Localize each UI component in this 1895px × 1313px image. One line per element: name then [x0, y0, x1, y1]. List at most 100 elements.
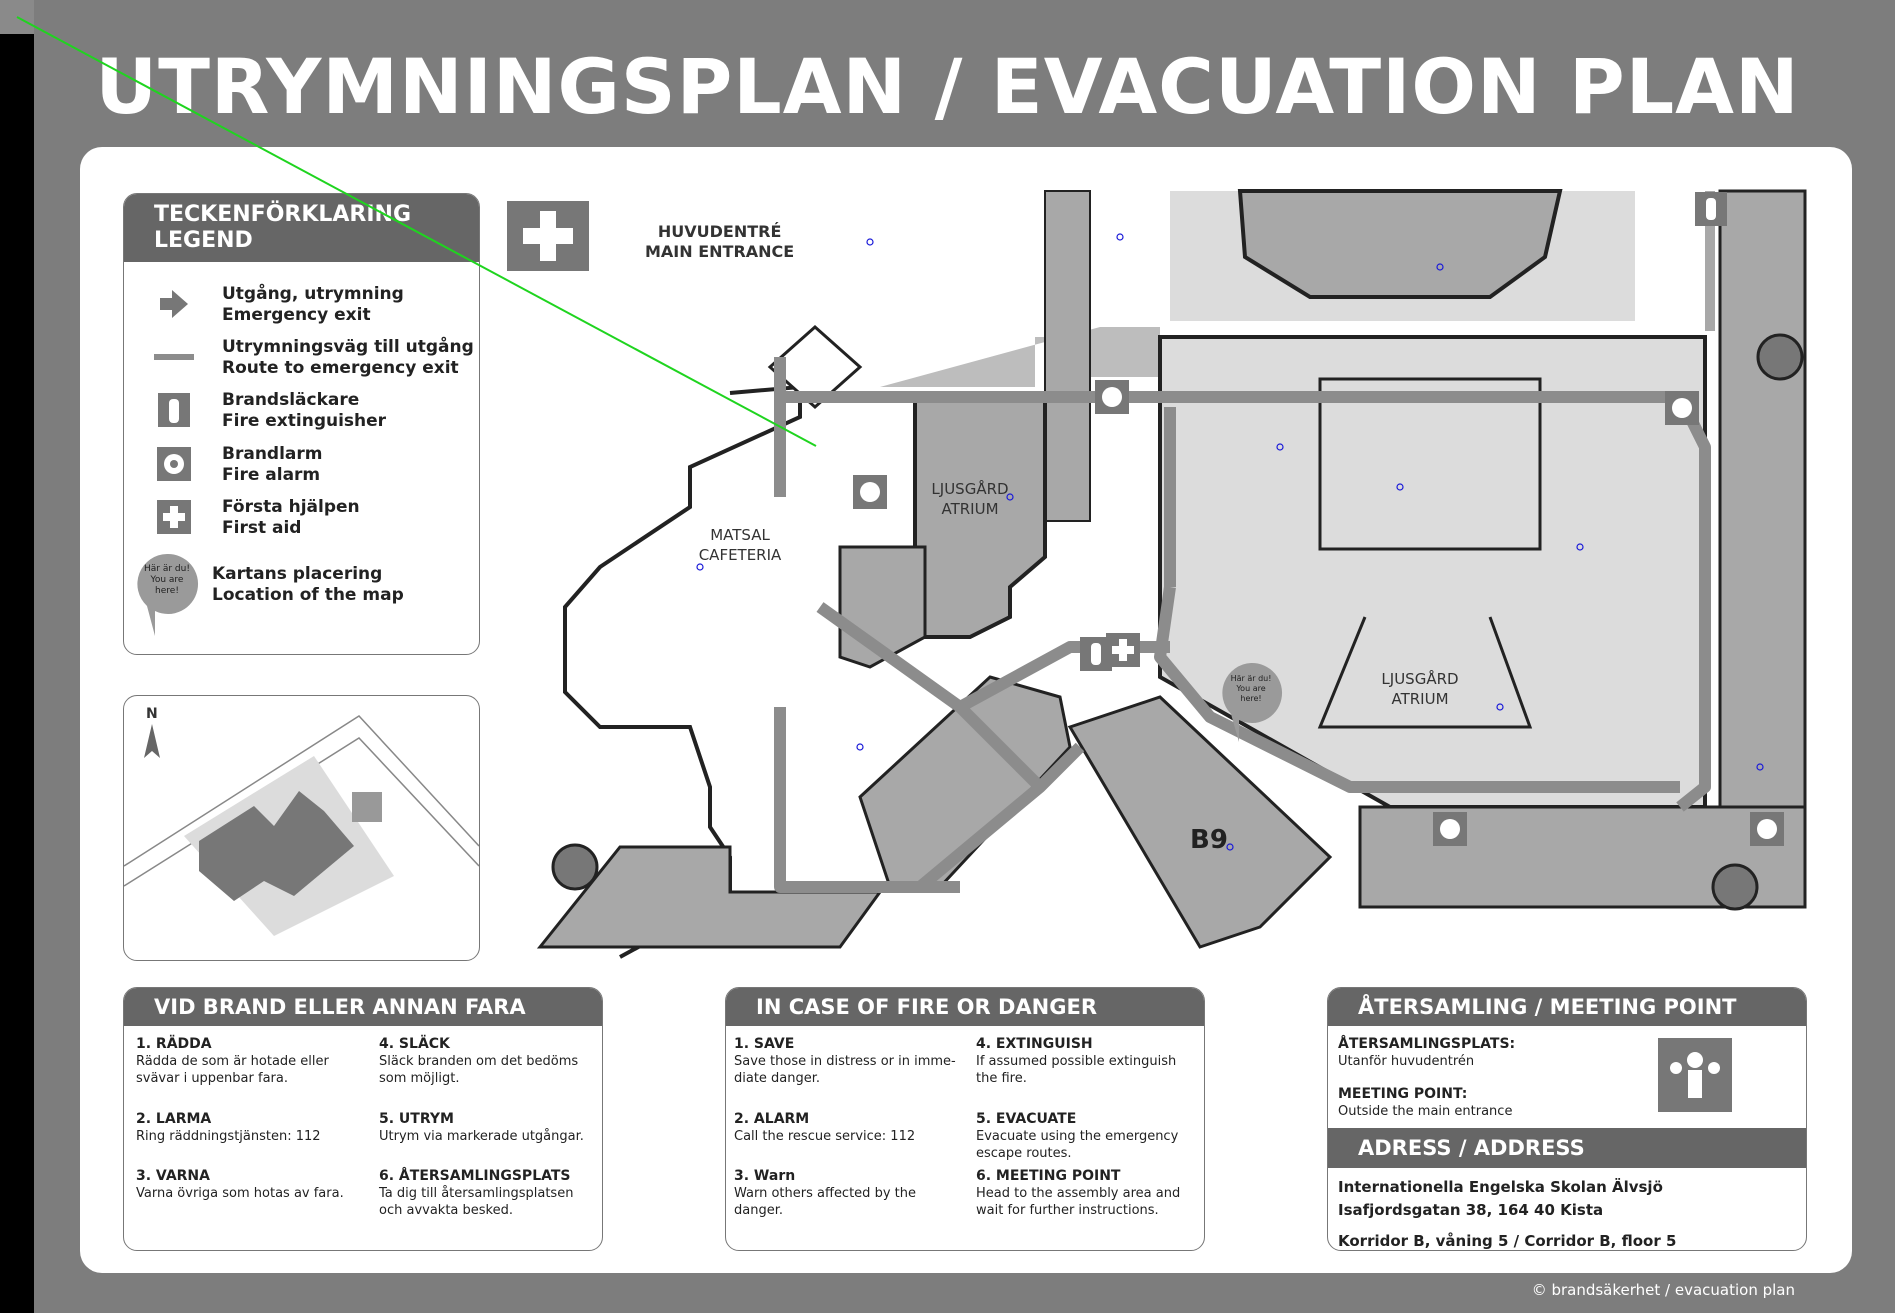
sv-step-6-text: Ta dig till återsamlingsplatsen och avva…: [379, 1186, 574, 1218]
left-black-bar: [0, 0, 34, 1313]
en-step-1-title: 1. SAVE: [734, 1036, 795, 1052]
room-atrium-main-en: ATRIUM: [1391, 690, 1449, 708]
legend-row-firstaid: Första hjälpen First aid: [154, 497, 360, 539]
meet-en-text: Outside the main entrance: [1338, 1104, 1513, 1119]
room-cafeteria: MATSAL CAFETERIA: [690, 525, 790, 565]
north-arrow-icon: [144, 724, 160, 758]
en-step-6: 6. MEETING POINT Head to the assembly are…: [976, 1168, 1196, 1219]
room-cafeteria-sv: MATSAL: [710, 526, 770, 544]
plan-exit-icon: [1711, 863, 1759, 911]
legend-alarm-en: Fire alarm: [222, 465, 321, 485]
en-step-5-text: Evacuate using the emergency escape rout…: [976, 1129, 1179, 1161]
sv-step-1-text: Rädda de som är hotade eller svävar i up…: [136, 1054, 329, 1086]
minimap-panel: N: [123, 695, 480, 961]
en-step-4-title: 4. EXTINGUISH: [976, 1036, 1093, 1052]
address-line-2: Isafjordsgatan 38, 164 40 Kista: [1338, 1201, 1604, 1219]
address-block: Internationella Engelska Skolan Älvsjö I…: [1338, 1176, 1677, 1250]
legend-firstaid-sv: Första hjälpen: [222, 497, 360, 517]
sv-step-2-title: 2. LARMA: [136, 1111, 212, 1127]
sv-step-3: 3. VARNA Varna övriga som hotas av fara.: [136, 1168, 366, 1202]
en-step-2-title: 2. ALARM: [734, 1111, 810, 1127]
footer-credit: © brandsäkerhet / evacuation plan: [1531, 1281, 1795, 1299]
panel-meeting-point: ÅTERSAMLING / MEETING POINT ÅTERSAMLINGS…: [1327, 987, 1807, 1251]
sv-step-3-text: Varna övriga som hotas av fara.: [136, 1186, 344, 1201]
sv-step-6-title: 6. ÅTERSAMLINGSPLATS: [379, 1168, 571, 1184]
plan-alarm-icon: [1665, 391, 1699, 425]
corner-marker: [0, 0, 34, 34]
fire-alarm-icon: [154, 444, 194, 484]
panel-meet-heading: ÅTERSAMLING / MEETING POINT: [1328, 988, 1806, 1026]
first-aid-icon: [154, 497, 194, 537]
legend-alarm-sv: Brandlarm: [222, 444, 323, 464]
you-are-here-icon: Här är du! You are here!: [134, 552, 199, 636]
sv-step-1: 1. RÄDDA Rädda de som är hotade eller svä…: [136, 1036, 366, 1087]
panel-sv-heading: VID BRAND ELLER ANNAN FARA: [124, 988, 602, 1026]
legend-row-alarm: Brandlarm Fire alarm: [154, 444, 322, 486]
plan-first-aid-icon: [1106, 633, 1140, 667]
sv-step-2: 2. LARMA Ring räddningstjänsten: 112: [136, 1111, 366, 1145]
address-heading: ADRESS / ADDRESS: [1328, 1128, 1806, 1168]
site-minimap: N: [124, 706, 479, 936]
en-step-3-title: 3. Warn: [734, 1168, 796, 1184]
room-atrium-left: LJUSGÅRD ATRIUM: [920, 479, 1020, 519]
en-step-5: 5. EVACUATE Evacuate using the emergency …: [976, 1111, 1196, 1162]
sv-step-4-text: Släck branden om det bedöms som möjligt.: [379, 1054, 579, 1086]
en-step-5-title: 5. EVACUATE: [976, 1111, 1077, 1127]
legend-bubble-text: Här är du! You are here!: [144, 564, 190, 596]
wing-label: B9: [1190, 825, 1228, 855]
sv-step-4-title: 4. SLÄCK: [379, 1036, 450, 1052]
room-cafeteria-en: CAFETERIA: [698, 546, 782, 564]
panel-en-heading: IN CASE OF FIRE OR DANGER: [726, 988, 1204, 1026]
main-entrance-sv: HUVUDENTRÉ: [657, 222, 782, 241]
main-entrance-en: MAIN ENTRANCE: [645, 242, 795, 261]
plan-exit-icon: [551, 843, 599, 891]
plan-you-are-here-text: Här är du! You are here!: [1230, 674, 1272, 703]
plan-alarm-icon: [1095, 380, 1129, 414]
en-step-4: 4. EXTINGUISH If assumed possible extingu…: [976, 1036, 1196, 1087]
sv-step-4: 4. SLÄCK Släck branden om det bedöms som …: [379, 1036, 594, 1087]
address-line-3: Korridor B, våning 5 / Corridor B, floor…: [1338, 1232, 1677, 1250]
plan-first-aid-icon: [507, 201, 589, 271]
en-step-4-text: If assumed possible extinguish the fire.: [976, 1054, 1177, 1086]
en-step-1: 1. SAVE Save those in distress or in imme…: [734, 1036, 964, 1087]
plan-exit-icon: [1756, 333, 1804, 381]
plan-alarm-icon: [1750, 812, 1784, 846]
room-atrium-left-en: ATRIUM: [941, 500, 999, 518]
legend-row-location: Här är du! You are here! Kartans placeri…: [134, 552, 404, 636]
floor-you-are-here-icon: [1222, 662, 1283, 742]
main-entrance-label: HUVUDENTRÉ MAIN ENTRANCE: [645, 222, 794, 262]
room-atrium-left-sv: LJUSGÅRD: [931, 480, 1009, 498]
en-step-2: 2. ALARM Call the rescue service: 112: [734, 1111, 964, 1145]
panel-english-instructions: IN CASE OF FIRE OR DANGER 1. SAVE Save th…: [725, 987, 1205, 1251]
en-step-2-text: Call the rescue service: 112: [734, 1129, 916, 1144]
page-title: UTRYMNINGSPLAN / EVACUATION PLAN: [95, 42, 1800, 131]
legend-location-en: Location of the map: [212, 585, 404, 605]
annotation-dots: [696, 233, 1764, 851]
legend-location-sv: Kartans placering: [212, 564, 383, 584]
legend-firstaid-en: First aid: [222, 518, 302, 538]
meet-sv-title: ÅTERSAMLINGSPLATS:: [1338, 1036, 1516, 1052]
floor-plan: [507, 189, 1807, 959]
address-line-1: Internationella Engelska Skolan Älvsjö: [1338, 1178, 1663, 1196]
sv-step-6: 6. ÅTERSAMLINGSPLATS Ta dig till återsaml…: [379, 1168, 594, 1219]
plan-alarm-icon: [1433, 812, 1467, 846]
room-atrium-main-sv: LJUSGÅRD: [1381, 670, 1459, 688]
meeting-point-icon: [1658, 1038, 1732, 1112]
plan-extinguisher-icon: [1695, 192, 1727, 226]
en-step-6-text: Head to the assembly area and wait for f…: [976, 1186, 1181, 1218]
en-step-6-title: 6. MEETING POINT: [976, 1168, 1121, 1184]
meet-en: MEETING POINT: Outside the main entrance: [1338, 1086, 1638, 1120]
en-step-1-text: Save those in distress or in imme-diate …: [734, 1054, 956, 1086]
panel-swedish-instructions: VID BRAND ELLER ANNAN FARA 1. RÄDDA Rädda…: [123, 987, 603, 1251]
en-step-3-text: Warn others affected by the danger.: [734, 1186, 916, 1218]
plan-board: TECKENFÖRKLARING LEGEND Utgång, utrymnin…: [80, 147, 1852, 1273]
plan-alarm-icon: [853, 475, 887, 509]
north-label: N: [146, 706, 158, 722]
meet-sv-text: Utanför huvudentrén: [1338, 1054, 1475, 1069]
meet-en-title: MEETING POINT:: [1338, 1086, 1468, 1102]
sv-step-5-text: Utrym via markerade utgångar.: [379, 1129, 584, 1144]
sv-step-5: 5. UTRYM Utrym via markerade utgångar.: [379, 1111, 594, 1145]
en-step-3: 3. Warn Warn others affected by the dange…: [734, 1168, 964, 1219]
sv-step-2-text: Ring räddningstjänsten: 112: [136, 1129, 321, 1144]
sv-step-3-title: 3. VARNA: [136, 1168, 210, 1184]
